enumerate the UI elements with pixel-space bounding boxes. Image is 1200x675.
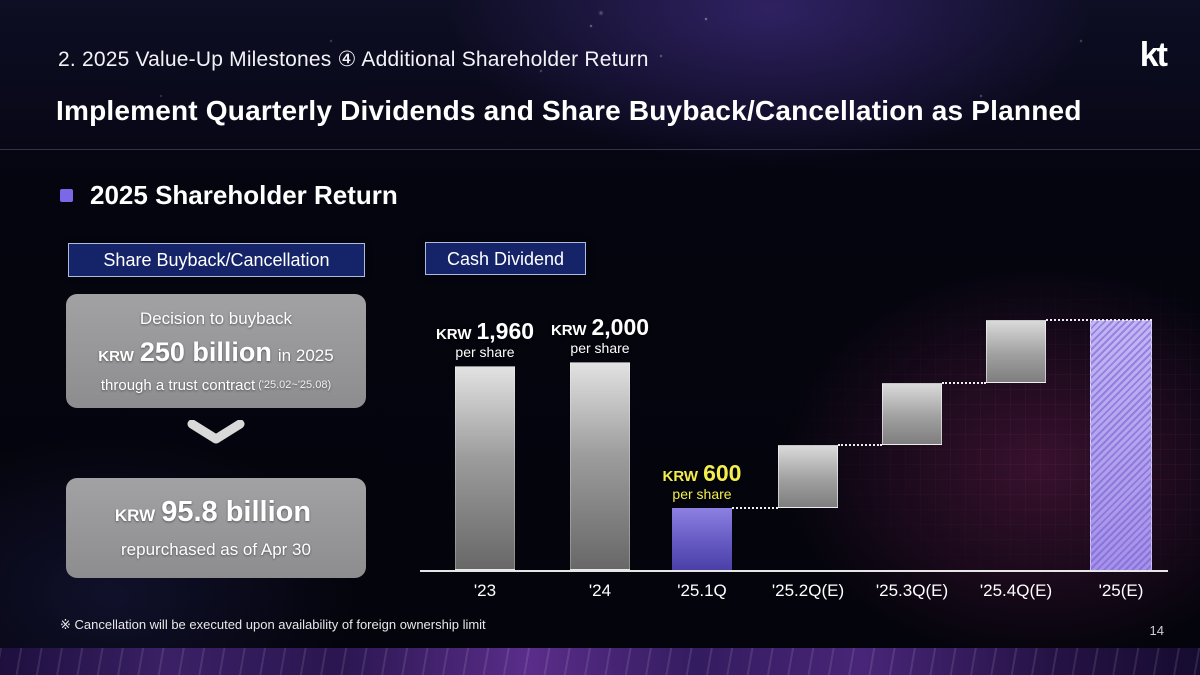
share-buyback-tag: Share Buyback/Cancellation bbox=[68, 243, 365, 277]
chevron-down-icon bbox=[186, 419, 246, 449]
estimate-connector-line bbox=[942, 381, 986, 384]
sparkle-decoration bbox=[0, 0, 2, 2]
header-divider bbox=[0, 149, 1200, 150]
x-tick-label: '25.2Q(E) bbox=[771, 581, 845, 600]
x-tick-label: '24 bbox=[588, 581, 612, 600]
x-tick-label: '25(E) bbox=[1098, 581, 1144, 600]
decision-amount-currency: KRW bbox=[98, 348, 134, 365]
bottom-decoration-strip bbox=[0, 648, 1200, 675]
decision-amount-suffix: in 2025 bbox=[277, 346, 334, 365]
decision-amount: KRW 250 billion in 2025 bbox=[74, 337, 358, 368]
section-header: 2025 Shareholder Return bbox=[60, 180, 398, 211]
result-amount: KRW 95.8 billion bbox=[74, 496, 358, 529]
buyback-decision-box: Decision to buyback KRW 250 billion in 202… bbox=[66, 294, 366, 408]
x-tick-label: '23 bbox=[473, 581, 497, 600]
x-tick-label: '25.1Q bbox=[677, 581, 727, 600]
decision-line3: through a trust contract ('25.02~'25.08) bbox=[74, 377, 358, 394]
decision-amount-value: 250 billion bbox=[139, 337, 272, 367]
x-tick-label: '25.4Q(E) bbox=[979, 581, 1053, 600]
decision-contract-period: ('25.02~'25.08) bbox=[258, 378, 332, 391]
estimate-connector-line bbox=[732, 506, 778, 509]
result-amount-value: 95.8 billion bbox=[161, 495, 312, 528]
estimate-connector-line bbox=[1046, 319, 1152, 321]
bar-'25.2Q(E) bbox=[778, 445, 838, 508]
section-bullet-icon bbox=[60, 189, 73, 202]
slide-title: Implement Quarterly Dividends and Share … bbox=[56, 95, 1082, 126]
buyback-result-box: KRW 95.8 billion repurchased as of Apr 30 bbox=[66, 478, 366, 578]
estimate-connector-line bbox=[838, 444, 882, 446]
dividend-bar-chart: '23 KRW 1,960 per share '24 KRW 2,000 per share… bbox=[420, 314, 1168, 600]
page-number: 14 bbox=[1149, 623, 1164, 638]
header-band bbox=[0, 0, 1200, 149]
decision-line1: Decision to buyback bbox=[139, 308, 293, 328]
decision-contract-text: through a trust contract bbox=[100, 376, 256, 394]
bar-value-label: KRW 600 per share bbox=[662, 459, 742, 503]
bar-value-label: KRW 2,000 per share bbox=[550, 313, 650, 357]
bar-'25.3Q(E) bbox=[882, 382, 942, 445]
bar-'24 bbox=[570, 361, 630, 570]
bar-'23 bbox=[455, 365, 515, 570]
result-line2: repurchased as of Apr 30 bbox=[121, 540, 311, 560]
bar-'25(E) bbox=[1090, 320, 1152, 570]
x-tick-label: '25.3Q(E) bbox=[875, 581, 949, 600]
cash-dividend-tag: Cash Dividend bbox=[425, 242, 586, 275]
bar-value-label: KRW 1,960 per share bbox=[435, 318, 535, 361]
section-title: 2025 Shareholder Return bbox=[90, 180, 398, 210]
bar-'25.1Q bbox=[672, 507, 732, 570]
slide-kicker: 2. 2025 Value-Up Milestones ④ Additional… bbox=[58, 48, 649, 71]
result-amount-currency: KRW bbox=[114, 505, 156, 525]
bar-'25.4Q(E) bbox=[986, 320, 1046, 383]
footnote: ※ Cancellation will be executed upon ava… bbox=[60, 617, 486, 632]
kt-logo: kt bbox=[1139, 36, 1168, 74]
